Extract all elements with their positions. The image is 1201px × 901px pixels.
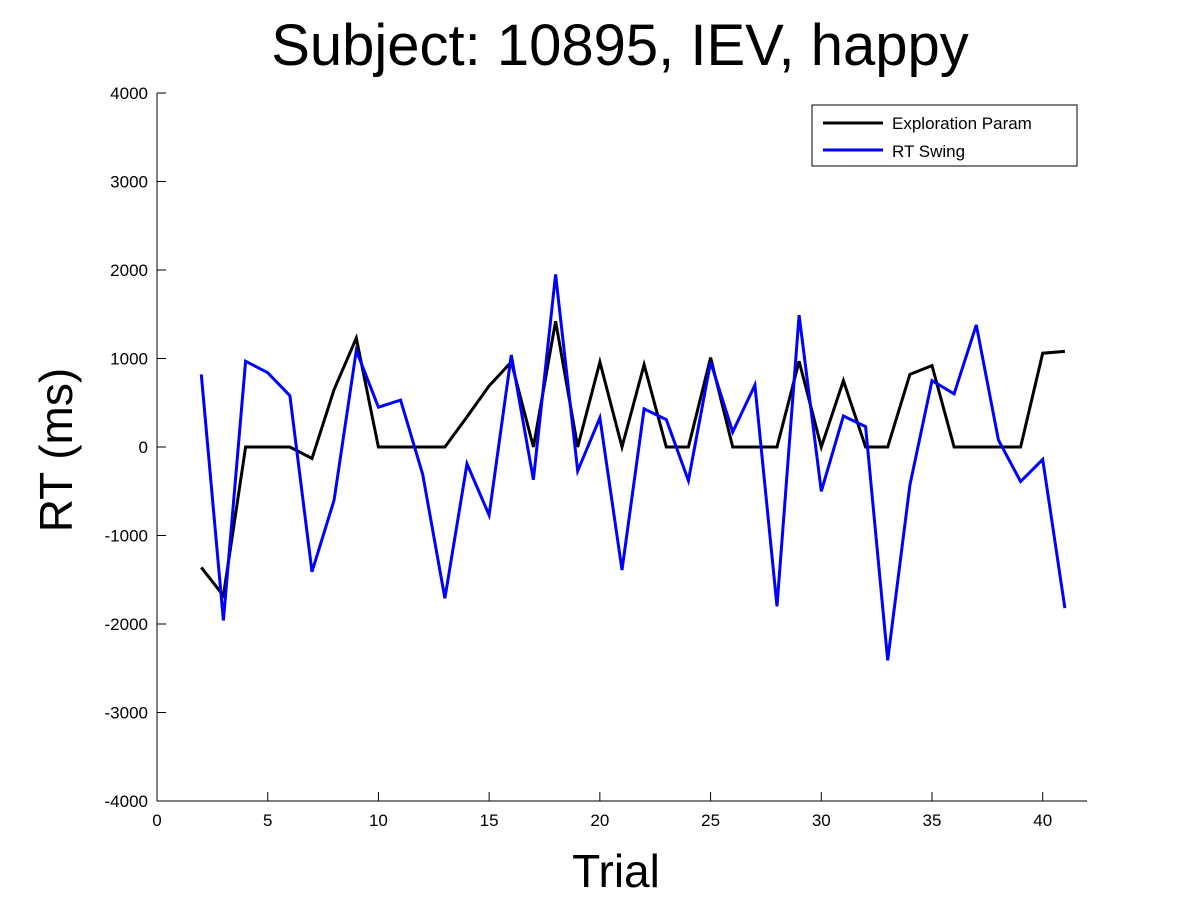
- x-tick-label: 0: [152, 811, 161, 830]
- legend-label-exploration-param: Exploration Param: [892, 114, 1032, 133]
- legend: Exploration Param RT Swing: [811, 104, 1078, 167]
- series-line-rt-swing: [199, 274, 1067, 661]
- y-tick-label: 1000: [110, 350, 148, 369]
- x-axis-label: Trial: [572, 845, 660, 897]
- x-axis-ticks: 0 5 10 15 20 25 30 35 40: [152, 792, 1052, 830]
- x-tick-label: 15: [480, 811, 499, 830]
- legend-label-rt-swing: RT Swing: [892, 142, 965, 161]
- y-tick-label: -1000: [105, 527, 148, 546]
- y-tick-label: -3000: [105, 704, 148, 723]
- x-tick-label: 5: [263, 811, 272, 830]
- series-lines: [199, 274, 1067, 661]
- y-tick-label: -2000: [105, 615, 148, 634]
- chart-title: Subject: 10895, IEV, happy: [271, 13, 969, 78]
- x-tick-label: 25: [701, 811, 720, 830]
- legend-box: [811, 104, 1078, 167]
- x-tick-label: 40: [1033, 811, 1052, 830]
- x-tick-label: 10: [369, 811, 388, 830]
- y-tick-label: 0: [139, 438, 148, 457]
- x-tick-label: 20: [590, 811, 609, 830]
- y-tick-label: 3000: [110, 173, 148, 192]
- y-axis-label: RT (ms): [30, 368, 82, 532]
- x-tick-label: 35: [923, 811, 942, 830]
- x-tick-label: 30: [812, 811, 831, 830]
- series-line-exploration-param: [200, 321, 1066, 600]
- y-tick-label: 4000: [110, 84, 148, 103]
- y-axis-ticks: -4000 -3000 -2000 -1000 0 1000 2000 3000 4000: [105, 84, 166, 811]
- y-tick-label: -4000: [105, 792, 148, 811]
- y-tick-label: 2000: [110, 261, 148, 280]
